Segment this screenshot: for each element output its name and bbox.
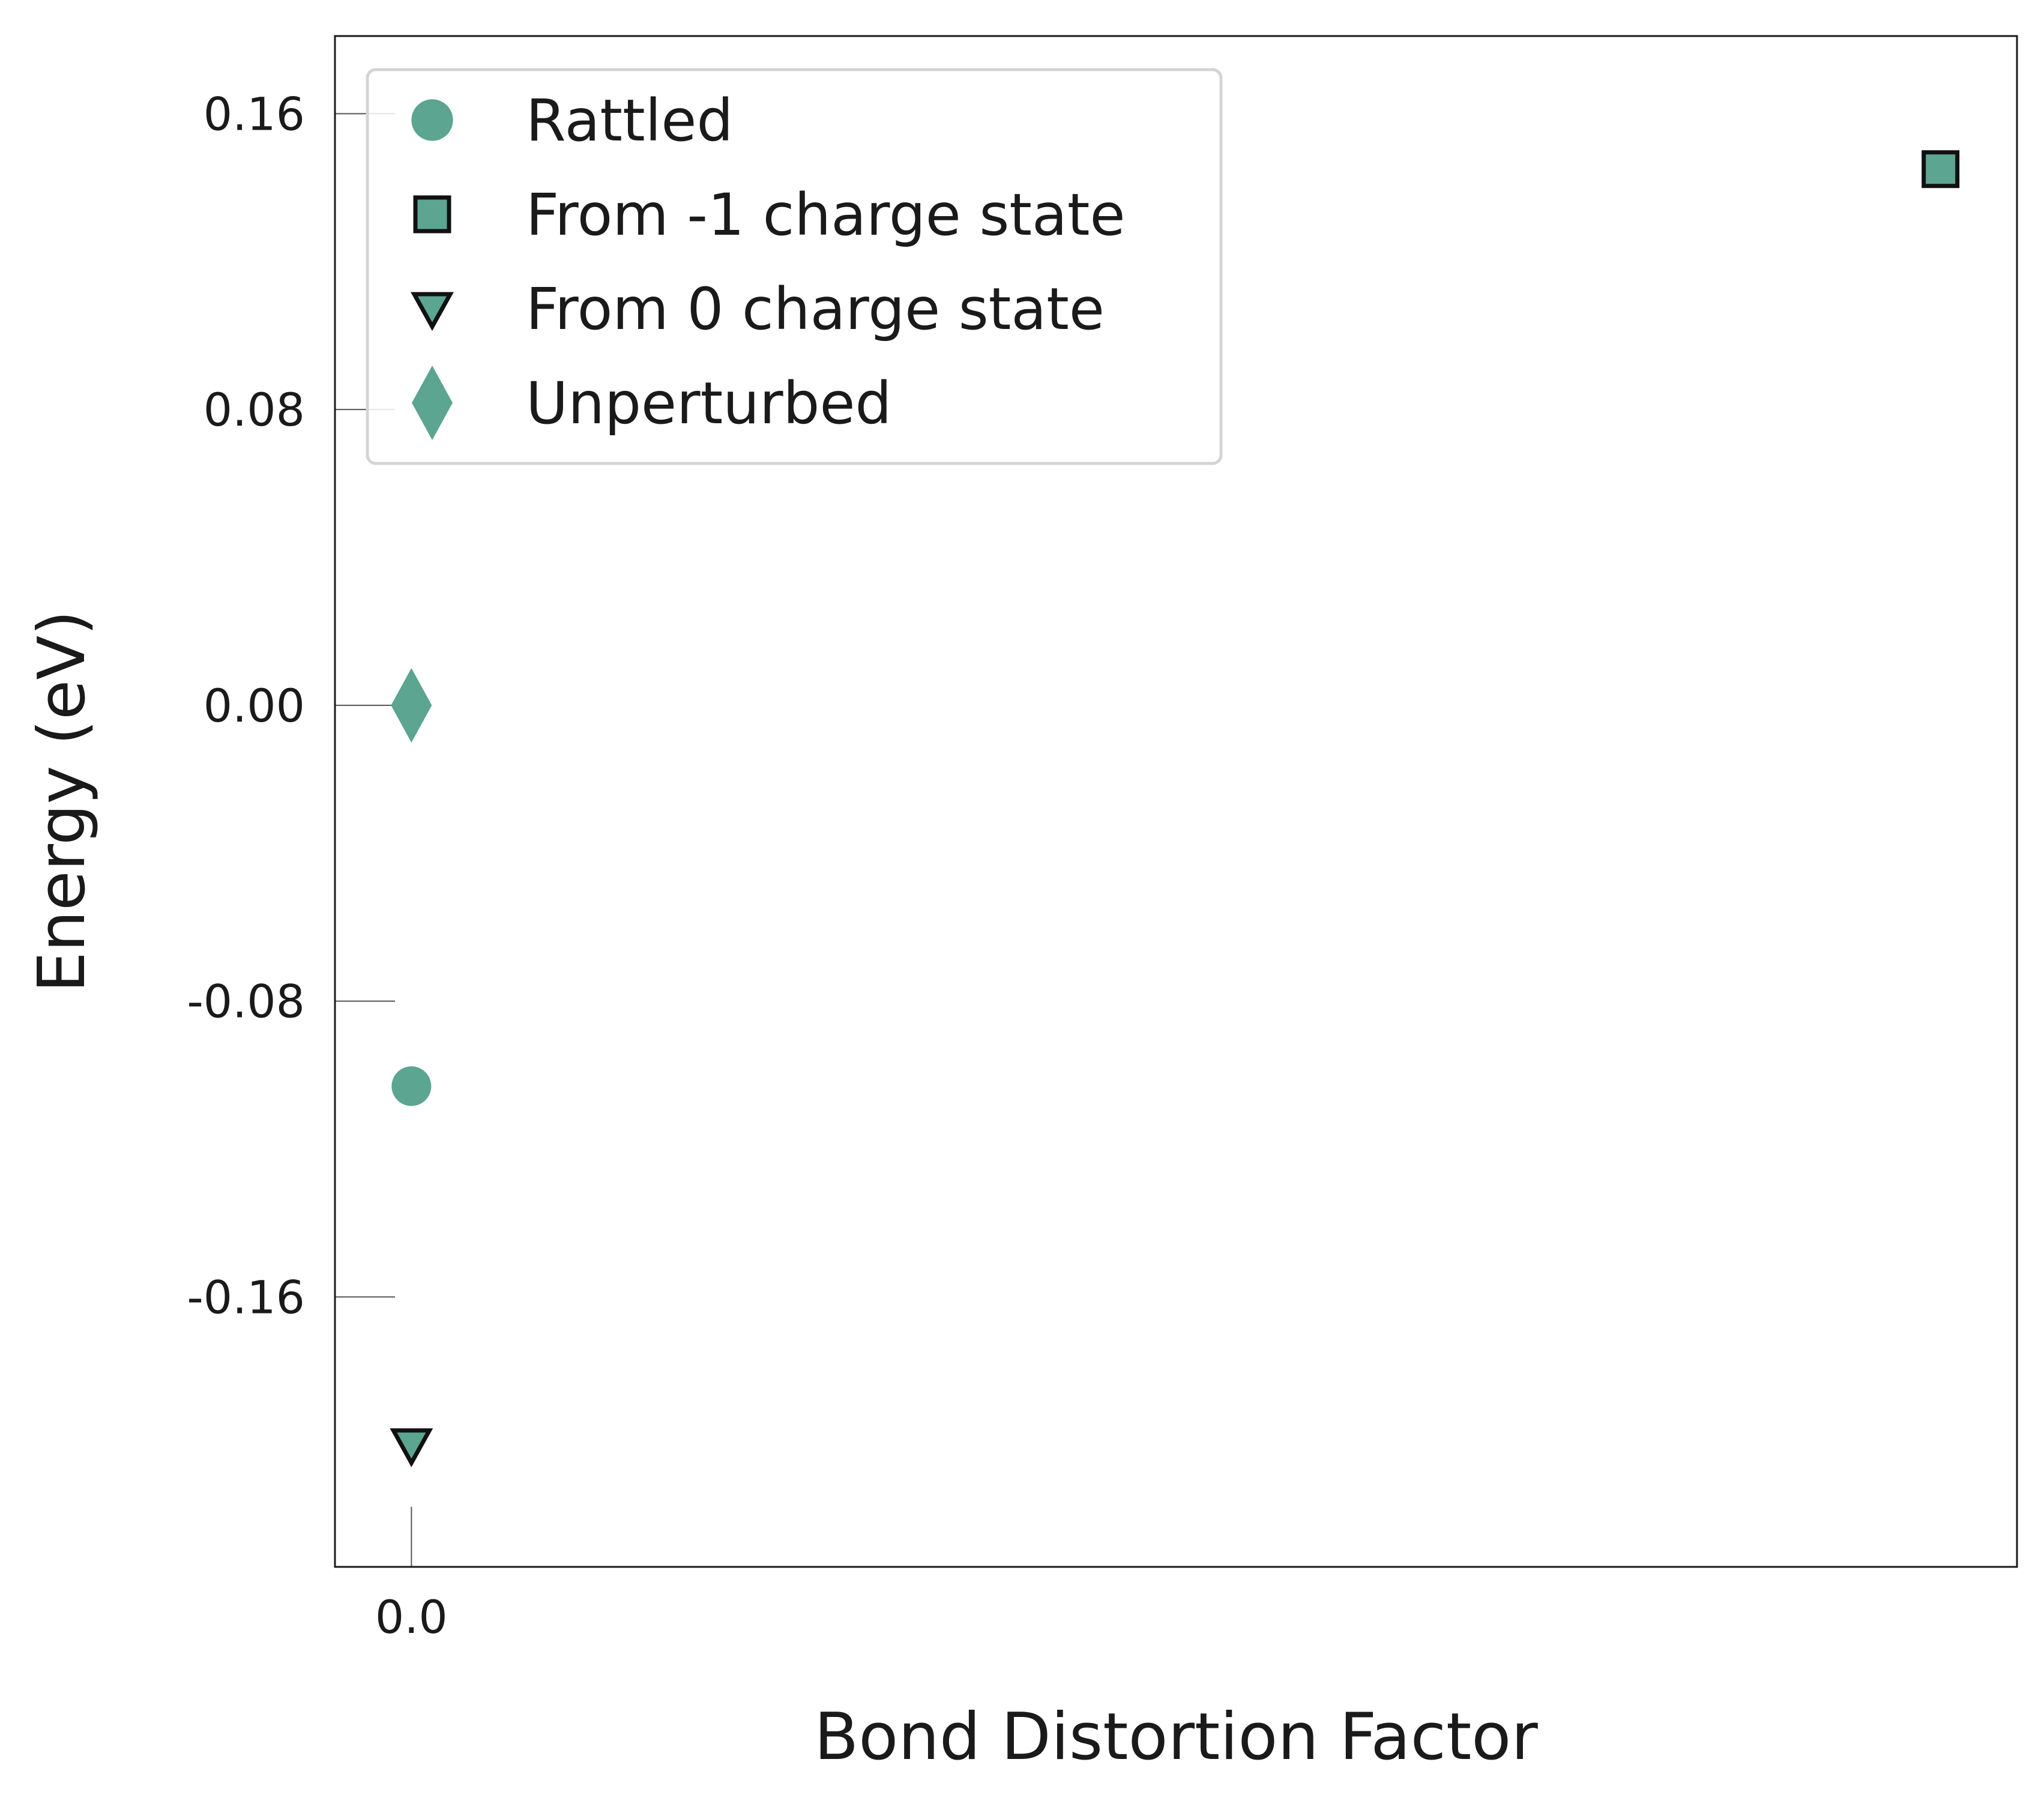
- data-points: [390, 150, 1960, 1467]
- legend-marker-circle: [411, 99, 453, 141]
- y-axis-title: Energy (eV): [25, 610, 100, 992]
- tick-labels: 0.16 0.08 0.00 -0.08 -0.16 0.0: [187, 87, 447, 1644]
- point-square-1-0: [1922, 150, 1960, 189]
- legend-label-2: From 0 charge state: [526, 276, 1105, 343]
- point-triangle-down-2-0: [390, 1428, 433, 1467]
- legend-entry-2: From 0 charge state: [411, 276, 1105, 343]
- y-tick-label-4: -0.16: [187, 1270, 305, 1324]
- legend: Rattled From -1 charge state From 0 charge…: [366, 68, 1223, 465]
- x-axis-title: Bond Distortion Factor: [814, 1700, 1538, 1775]
- y-tick-label-1: 0.08: [203, 383, 305, 436]
- x-tick-label-0: 0.0: [375, 1590, 448, 1644]
- plot-frame: [334, 35, 2018, 1568]
- legend-label-0: Rattled: [526, 87, 733, 154]
- legend-label-1: From -1 charge state: [526, 181, 1126, 249]
- point-circle-0-0: [391, 1066, 432, 1106]
- legend-entry-0: Rattled: [411, 87, 733, 154]
- legend-box: [366, 68, 1223, 465]
- legend-marker-square: [413, 195, 451, 234]
- legend-marker-diamond: [412, 366, 453, 440]
- point-diamond-3-0: [391, 668, 432, 743]
- legend-marker-triangle-down: [411, 292, 454, 331]
- y-tick-label-0: 0.16: [203, 87, 305, 140]
- axis-ticks: [335, 113, 412, 1567]
- legend-entry-3: Unperturbed: [412, 366, 891, 440]
- y-tick-label-2: 0.00: [203, 679, 305, 732]
- legend-label-3: Unperturbed: [526, 370, 891, 437]
- y-tick-label-3: -0.08: [187, 975, 305, 1028]
- legend-entry-1: From -1 charge state: [413, 181, 1126, 249]
- legend-entries: Rattled From -1 charge state From 0 charge…: [411, 87, 1126, 440]
